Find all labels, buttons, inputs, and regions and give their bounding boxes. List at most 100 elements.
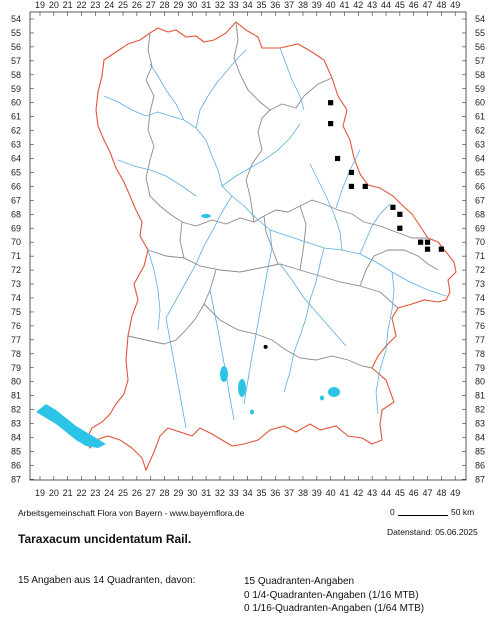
row-label: 61 <box>11 112 21 122</box>
row-label: 62 <box>11 126 21 136</box>
row-label: 56 <box>11 42 21 52</box>
column-label: 45 <box>395 0 405 10</box>
row-label: 68 <box>475 209 485 219</box>
row-label: 69 <box>475 223 485 233</box>
column-label: 38 <box>298 0 308 10</box>
row-label: 54 <box>475 14 485 24</box>
row-label: 63 <box>475 140 485 150</box>
column-label: 36 <box>270 0 280 10</box>
column-label: 27 <box>146 488 156 498</box>
row-label: 86 <box>11 460 21 470</box>
row-label: 79 <box>475 363 485 373</box>
column-label: 47 <box>423 0 433 10</box>
row-label: 55 <box>11 28 21 38</box>
column-label: 32 <box>215 488 225 498</box>
row-label: 71 <box>11 251 21 261</box>
row-label: 64 <box>475 154 485 164</box>
map-frame <box>29 11 467 481</box>
row-label: 78 <box>475 349 485 359</box>
row-label: 85 <box>475 446 485 456</box>
row-label: 61 <box>475 112 485 122</box>
column-label: 33 <box>229 488 239 498</box>
column-label: 49 <box>450 488 460 498</box>
row-label: 72 <box>11 265 21 275</box>
row-labels-right: 54 55 56 57 58 59 60 61 62 63 64 65 66 67 68 69 70 71 72 73… <box>475 14 485 484</box>
row-label: 71 <box>475 251 485 261</box>
row-label: 84 <box>475 433 485 443</box>
column-label: 23 <box>90 488 100 498</box>
column-label: 29 <box>173 488 183 498</box>
row-label: 68 <box>11 209 21 219</box>
column-label: 24 <box>104 488 114 498</box>
row-label: 86 <box>475 460 485 470</box>
column-label: 42 <box>353 0 363 10</box>
row-label: 75 <box>11 307 21 317</box>
credit-text: Arbeitsgemeinschaft Flora von Bayern - w… <box>18 508 245 518</box>
column-label: 21 <box>63 488 73 498</box>
row-label: 54 <box>11 14 21 24</box>
row-label: 81 <box>11 391 21 401</box>
quadrant-record <box>334 155 341 162</box>
column-label: 38 <box>298 488 308 498</box>
column-label: 19 <box>35 0 45 10</box>
column-label: 30 <box>187 488 197 498</box>
row-label: 62 <box>475 126 485 136</box>
row-label: 83 <box>475 419 485 429</box>
quadrant-record <box>424 246 431 252</box>
lake-brombach <box>201 214 211 218</box>
quadrant-record <box>328 100 334 106</box>
records-layer <box>263 100 444 349</box>
row-labels-left: 54 55 56 57 58 59 60 61 62 63 64 65 66 67 68 69 70 71 72 73… <box>11 14 21 484</box>
row-label: 80 <box>475 377 485 387</box>
column-label: 36 <box>270 488 280 498</box>
column-label: 34 <box>243 488 253 498</box>
column-label: 48 <box>436 0 446 10</box>
row-label: 59 <box>11 84 21 94</box>
row-label: 60 <box>11 98 21 108</box>
row-label: 74 <box>11 293 21 303</box>
quadrant-record <box>348 183 354 189</box>
quadrant-record <box>438 246 444 252</box>
column-label: 43 <box>367 488 377 498</box>
row-label: 76 <box>11 321 21 331</box>
column-labels-top: 19 20 21 22 23 24 25 26 27 28 29 30 31 32 33 34 35 36 37 38… <box>35 0 460 10</box>
row-label: 58 <box>11 70 21 80</box>
row-label: 77 <box>475 335 485 345</box>
lake-starnberg <box>238 379 246 397</box>
lake-constance <box>36 404 106 448</box>
column-label: 46 <box>409 0 419 10</box>
column-label: 31 <box>201 0 211 10</box>
row-label: 79 <box>11 363 21 373</box>
column-label: 22 <box>77 488 87 498</box>
column-label: 39 <box>312 488 322 498</box>
column-label: 35 <box>256 0 266 10</box>
rivers <box>103 47 447 429</box>
row-label: 74 <box>475 293 485 303</box>
row-label: 84 <box>11 433 21 443</box>
column-label: 31 <box>201 488 211 498</box>
row-label: 65 <box>475 167 485 177</box>
column-label: 49 <box>450 0 460 10</box>
column-label: 39 <box>312 0 322 10</box>
column-label: 47 <box>423 488 433 498</box>
column-label: 29 <box>173 0 183 10</box>
row-label: 73 <box>11 279 21 289</box>
quadrant-record <box>424 239 431 245</box>
row-label: 60 <box>475 98 485 108</box>
column-label: 40 <box>326 0 336 10</box>
column-label: 25 <box>118 488 128 498</box>
row-label: 63 <box>11 140 21 150</box>
row-label: 73 <box>475 279 485 289</box>
column-label: 27 <box>146 0 156 10</box>
quadrant-record <box>418 239 424 245</box>
row-label: 57 <box>11 56 21 66</box>
quadrant-record <box>390 204 396 210</box>
record-breakdown: 15 Quadranten-Angaben 0 1/4-Quadranten-A… <box>244 575 424 616</box>
row-label: 57 <box>475 56 485 66</box>
stat-quarter: 0 1/4-Quadranten-Angaben (1/16 MTB) <box>244 589 419 601</box>
column-label: 26 <box>132 0 142 10</box>
lake-chiemsee <box>328 387 340 397</box>
column-label: 45 <box>395 488 405 498</box>
scale-km-label: 50 km <box>451 507 475 517</box>
lakes <box>36 214 340 448</box>
